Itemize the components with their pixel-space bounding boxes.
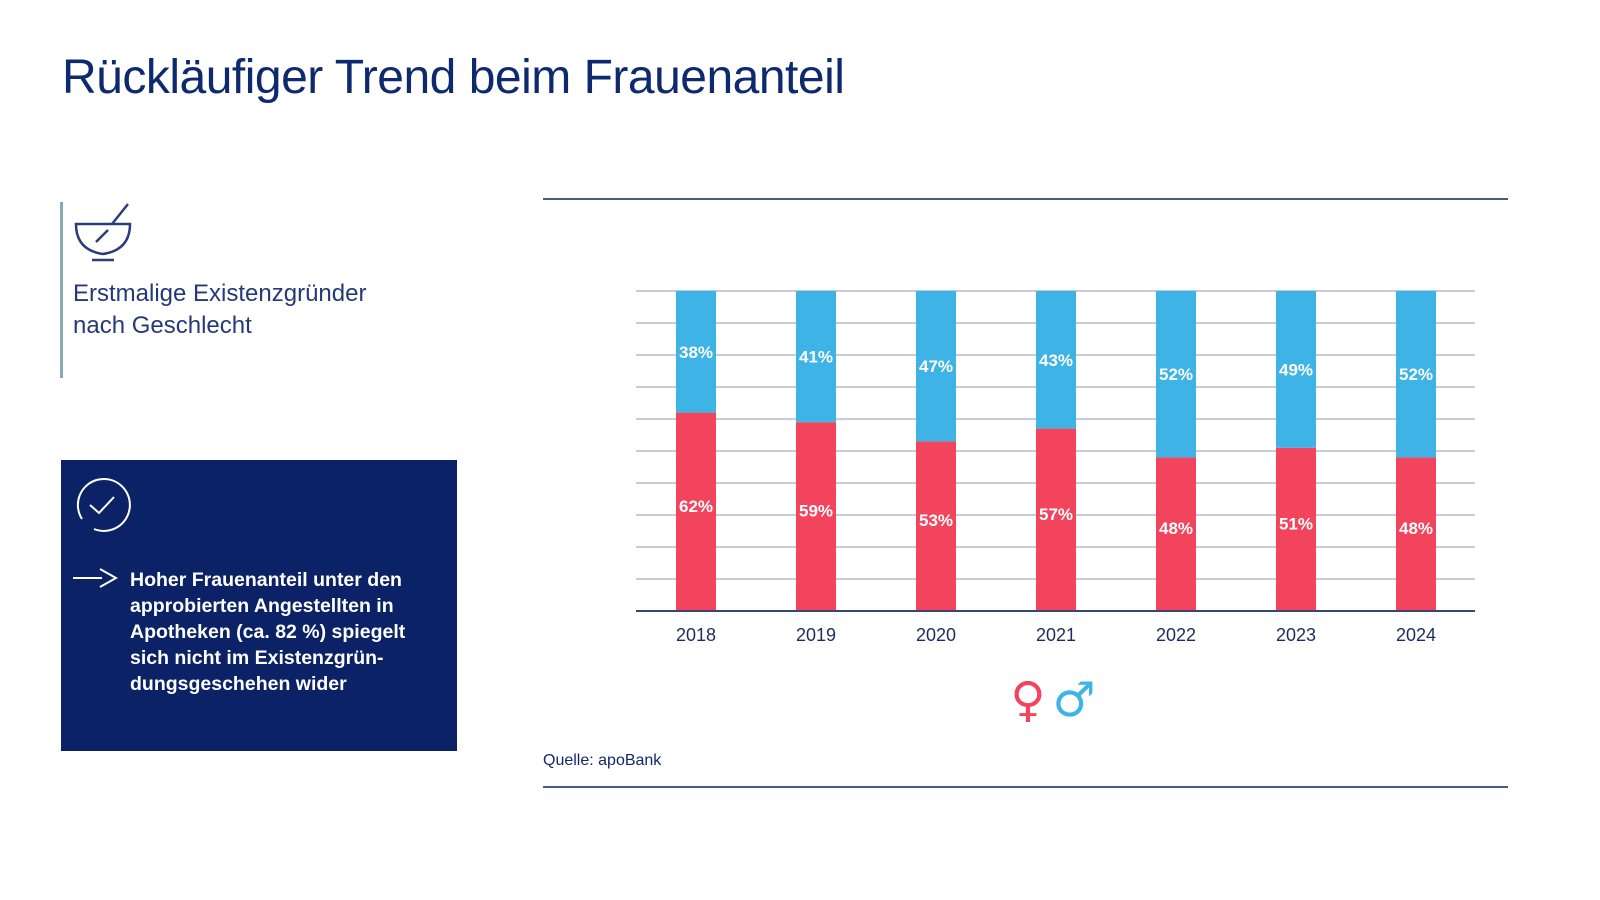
stacked-bar-chart: 62% 38% 2018 59% 41% 2019 53% 47% 2020 57% 43% 2021… (636, 290, 1475, 728)
bar-male (796, 291, 836, 423)
legend-female-icon: ♀ (1010, 672, 1045, 728)
bar-female (1036, 428, 1076, 611)
subtitle-line: Erstmalige Existenzgründer (73, 280, 367, 307)
data-label-female: 59% (799, 502, 833, 521)
data-label-male: 52% (1399, 365, 1433, 384)
data-label-female: 62% (679, 497, 713, 516)
bar-female (1276, 447, 1316, 611)
bar-female (916, 441, 956, 611)
source-note: Quelle: apoBank (543, 752, 662, 769)
page-title: Rückläufiger Trend beim Frauenanteil (62, 51, 845, 104)
arrow-right-icon (72, 567, 119, 598)
bar-female (676, 412, 716, 611)
subtitle-line: nach Geschlecht (73, 312, 252, 339)
key-insight-box: Hoher Frauenanteil unter den approbierte… (61, 460, 457, 751)
data-label-female: 51% (1279, 514, 1313, 533)
chart-subtitle: Erstmalige Existenzgründer nach Geschlec… (73, 278, 366, 342)
bar-female (796, 422, 836, 611)
legend-male-icon: ♂ (1052, 672, 1095, 728)
bar-male (916, 291, 956, 442)
data-label-male: 41% (799, 348, 833, 367)
data-label-male: 38% (679, 343, 713, 362)
x-tick-label: 2023 (1276, 625, 1316, 645)
data-label-male: 52% (1159, 365, 1193, 384)
check-circle-icon (72, 475, 132, 540)
bottom-rule (543, 786, 1508, 788)
bar-male (1036, 291, 1076, 429)
bar-male (676, 291, 716, 413)
x-tick-label: 2020 (916, 625, 956, 645)
accent-divider (60, 202, 63, 378)
bar-female (1396, 457, 1436, 611)
bar-male (1156, 291, 1196, 458)
data-label-female: 48% (1399, 519, 1433, 538)
x-tick-label: 2024 (1396, 625, 1436, 645)
x-tick-label: 2018 (676, 625, 716, 645)
insight-text: Hoher Frauenanteil unter den approbierte… (130, 569, 406, 695)
data-label-female: 53% (919, 511, 953, 530)
bar-female (1156, 457, 1196, 611)
x-tick-label: 2019 (796, 625, 836, 645)
top-rule (543, 198, 1508, 200)
data-label-male: 49% (1279, 360, 1313, 379)
mortar-pestle-icon (72, 202, 136, 271)
data-label-female: 48% (1159, 519, 1193, 538)
x-tick-label: 2021 (1036, 625, 1076, 645)
bar-male (1396, 291, 1436, 458)
data-label-male: 43% (1039, 351, 1073, 370)
data-label-female: 57% (1039, 505, 1073, 524)
bar-male (1276, 291, 1316, 448)
x-tick-label: 2022 (1156, 625, 1196, 645)
data-label-male: 47% (919, 357, 953, 376)
